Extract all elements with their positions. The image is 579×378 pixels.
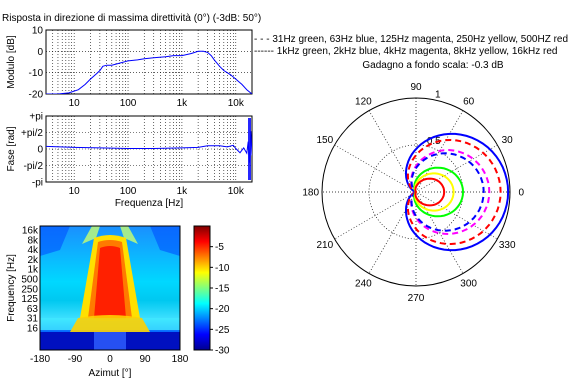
phase-tick-labels: +pi +pi/2 0 -pi/2 -pi 10 100 1k 10k xyxy=(21,112,245,198)
figure-title: Risposta in direzione di massima diretti… xyxy=(2,13,261,24)
colorbar-gradient xyxy=(193,225,211,351)
polar-angle-label: 30 xyxy=(502,135,514,146)
colorbar-tick-label: -25 xyxy=(215,325,230,336)
magnitude-grid xyxy=(46,30,252,94)
magnitude-xtick-label: 10 xyxy=(69,98,81,109)
heatmap-ytick-label: 63 xyxy=(27,304,39,315)
heatmap-xtick-label: 90 xyxy=(139,354,151,365)
polar-series-blue-solid xyxy=(405,132,510,252)
colorbar: -5 -10 -15 -20 -25 -30 xyxy=(193,225,230,357)
heatmap-ytick-label: 16 xyxy=(27,324,39,335)
polar-angle-label: 300 xyxy=(460,279,477,290)
polar-angle-label: 240 xyxy=(355,279,372,290)
phase-ytick-label: +pi xyxy=(29,112,43,123)
magnitude-axes-box xyxy=(45,29,253,95)
magnitude-xtick-label: 100 xyxy=(120,98,137,109)
phase-ytick-label: +pi/2 xyxy=(21,128,43,139)
colorbar-tick-label: -5 xyxy=(215,242,224,253)
magnitude-ylabel: Modulo [dB] xyxy=(6,35,17,89)
phase-xtick-label: 10k xyxy=(228,186,245,197)
phase-hf-noise xyxy=(248,118,251,180)
phase-grid xyxy=(46,116,252,182)
phase-xtick-label: 10 xyxy=(69,186,81,197)
polar-angle-label: 180 xyxy=(302,188,319,199)
polar-angle-label: 270 xyxy=(408,293,425,304)
magnitude-ytick-label: 10 xyxy=(32,26,44,37)
heatmap-fan-left xyxy=(82,226,100,244)
legend-line-solid: ------ 1kHz green, 2kHz blue, 4kHz magen… xyxy=(254,46,557,57)
legend-line-dashed: - - - 31Hz green, 63Hz blue, 125Hz magen… xyxy=(254,34,568,45)
polar-angle-label: 330 xyxy=(499,240,516,251)
colorbar-tick-label: -10 xyxy=(215,263,230,274)
magnitude-xtick-label: 10k xyxy=(228,98,245,109)
magnitude-ytick-label: -10 xyxy=(29,68,44,79)
heatmap-xtick-label: 180 xyxy=(172,354,189,365)
polar-radius-label: 0.5 xyxy=(427,136,441,147)
phase-xtick-label: 100 xyxy=(120,186,137,197)
heatmap-fan-right xyxy=(120,226,138,244)
phase-ylabel: Fase [rad] xyxy=(6,126,17,171)
heatmap-xtick-label: -180 xyxy=(30,354,50,365)
heatmap-ytick-label: 250 xyxy=(21,284,38,295)
heatmap-ytick-label: 16k xyxy=(22,226,39,237)
polar-series-red-solid xyxy=(414,177,446,207)
colorbar-tick-label: -20 xyxy=(215,304,230,315)
phase-ytick-label: -pi xyxy=(32,178,43,189)
magnitude-xtick-label: 1k xyxy=(177,98,189,109)
colorbar-tick-label: -15 xyxy=(215,284,230,295)
heatmap-ytick-label: 2k xyxy=(27,255,39,266)
heatmap-ylabel: Frequency [Hz] xyxy=(6,254,17,322)
phase-ytick-label: 0 xyxy=(37,145,43,156)
heatmap-side-lobe-right xyxy=(150,226,180,256)
polar-angle-label: 210 xyxy=(316,240,333,251)
magnitude-ytick-label: 0 xyxy=(37,47,43,58)
heatmap-xtick-label: 0 xyxy=(107,354,113,365)
heatmap-ytick-label: 500 xyxy=(21,275,38,286)
heatmap-axes-box xyxy=(39,225,181,351)
polar-series-red-dashed xyxy=(406,138,502,246)
heatmap-ytick-label: 8k xyxy=(27,235,39,246)
heatmap-xlabel: Azimut [°] xyxy=(89,368,132,378)
heatmap-ytick-label: 125 xyxy=(21,294,38,305)
gain-label: Gadagno a fondo scala: -0.3 dB xyxy=(362,60,504,71)
magnitude-ytick-label: -20 xyxy=(29,90,44,101)
polar-angle-label: 0 xyxy=(518,188,524,199)
polar-radius-label: 1 xyxy=(435,90,441,101)
phase-xlabel: Frequenza [Hz] xyxy=(115,198,184,209)
polar-series-blue-dashed xyxy=(410,152,485,232)
phase-xtick-label: 1k xyxy=(177,186,189,197)
heatmap-low-core xyxy=(70,315,150,332)
heatmap-side-lobe-left xyxy=(40,226,70,256)
polar-angle-label: 120 xyxy=(355,96,372,107)
polar-plot: 0 30 60 90 120 150 180 210 240 270 300 330 0.5 1 xyxy=(302,82,524,304)
polar-angle-label: 60 xyxy=(463,96,475,107)
heatmap-bottom-center xyxy=(94,332,126,350)
colorbar-tick-label: -30 xyxy=(215,346,230,357)
polar-angle-label: 90 xyxy=(410,82,422,93)
directivity-heatmap: -180 -90 0 90 18016k8k4k2k1k500250125633116 … xyxy=(6,225,189,378)
heatmap-ytick-label: 1k xyxy=(27,265,39,276)
magnitude-series-line xyxy=(46,50,252,94)
polar-angle-label: 150 xyxy=(316,135,333,146)
phase-plot: +pi +pi/2 0 -pi/2 -pi 10 100 1k 10k Fase [rad] F… xyxy=(6,112,253,209)
colorbar-tick-labels: -5 -10 -15 -20 -25 -30 xyxy=(210,242,230,357)
phase-ytick-label: -pi/2 xyxy=(24,161,44,172)
heatmap-main-lobe-core xyxy=(94,246,126,320)
heatmap-xtick-label: -90 xyxy=(68,354,83,365)
heatmap-ytick-label: 31 xyxy=(27,314,39,325)
heatmap-ytick-label: 4k xyxy=(27,245,39,256)
